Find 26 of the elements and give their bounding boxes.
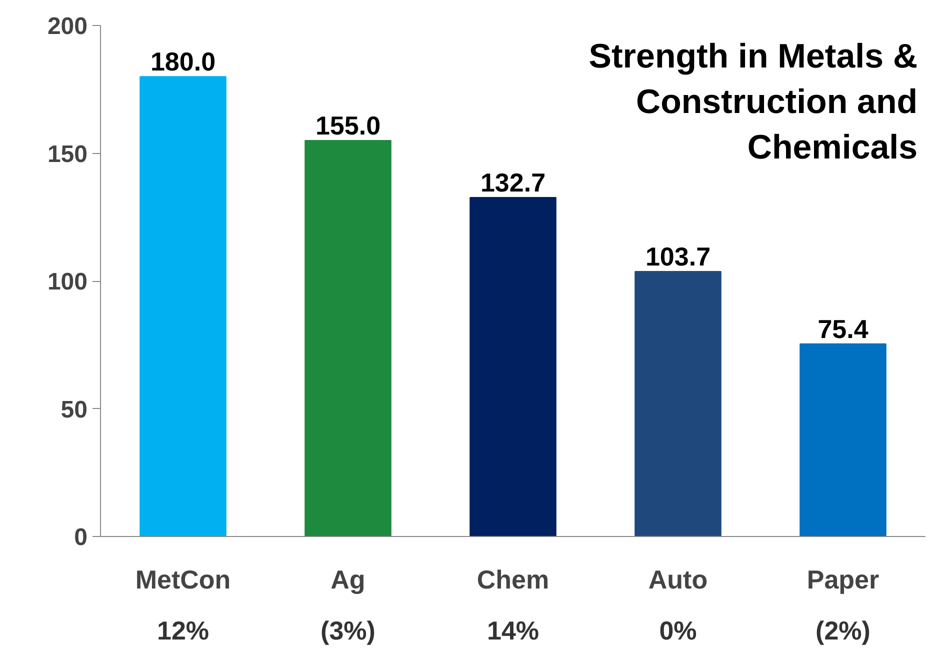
data-label: 155.0 (315, 110, 381, 140)
x-tick-label: Auto (648, 564, 708, 594)
data-label: 75.4 (818, 314, 869, 344)
text: Strength in Metals & Construction and Chemicals (588, 38, 918, 167)
x-tick-label: Paper (806, 564, 880, 594)
data-label: 132.7 (480, 167, 546, 198)
y-tick-label: 100 (47, 268, 88, 296)
x-tick-label: MetCon (135, 564, 231, 594)
data-label: 180.0 (150, 46, 216, 77)
data-label: 103.7 (645, 242, 711, 272)
text: (2%) (816, 616, 870, 646)
bar (800, 343, 886, 536)
x-tick-label: Ag (330, 564, 366, 594)
y-tick-label: 0 (74, 524, 88, 551)
text: 0% (659, 616, 697, 646)
y-tick-label: 200 (47, 13, 88, 40)
text: (3%) (320, 616, 376, 646)
bar (140, 76, 226, 536)
bar (634, 271, 722, 536)
x-tick-label: Chem (476, 564, 550, 594)
y-tick-label: 50 (60, 396, 88, 424)
y-tick-label: 150 (47, 140, 88, 168)
bar (304, 140, 392, 536)
bar (470, 196, 556, 536)
text: 12% (156, 616, 210, 646)
text: 14% (486, 616, 540, 646)
